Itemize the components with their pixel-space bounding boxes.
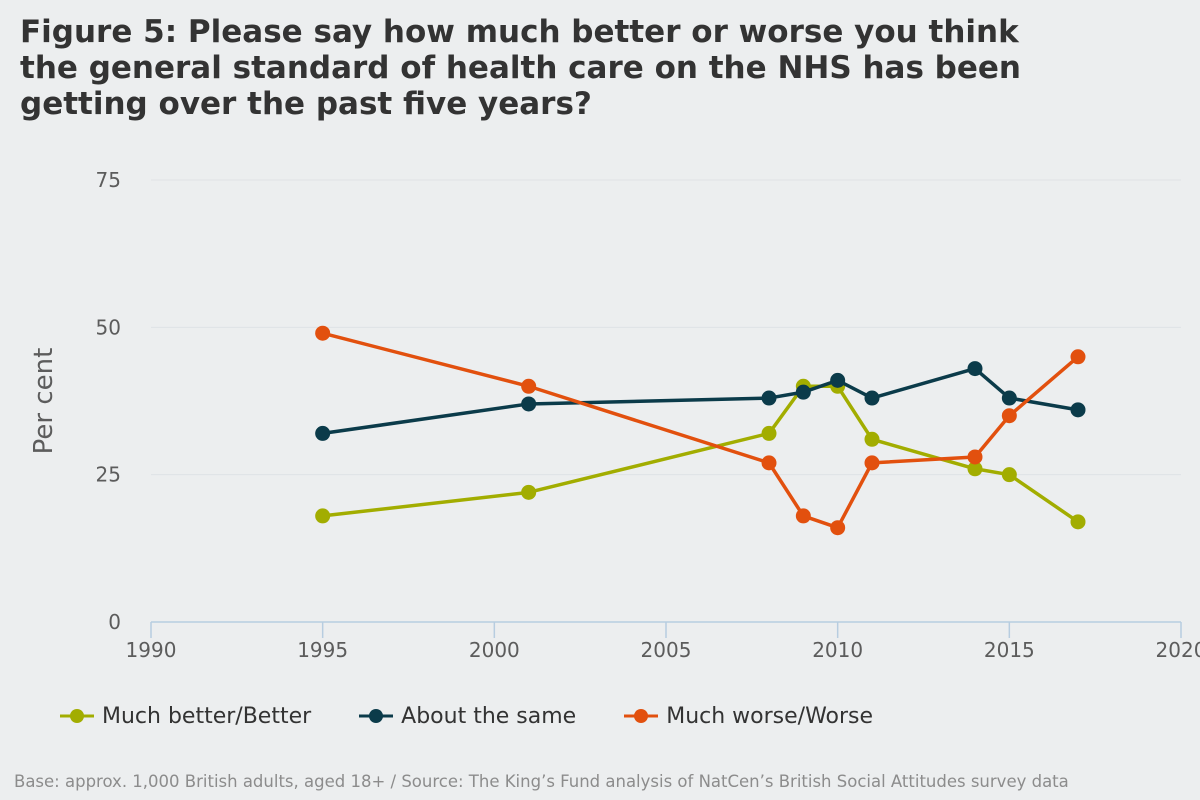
y-tick-label-75: 75 (96, 168, 121, 192)
data-point-about-the-same-1995[interactable] (315, 425, 331, 441)
x-tick-label-2020: 2020 (1156, 638, 1200, 662)
data-point-much-worse-worse-2014[interactable] (967, 449, 983, 465)
data-point-much-worse-worse-2008[interactable] (761, 455, 777, 471)
y-tick-label-25: 25 (96, 463, 121, 487)
data-point-about-the-same-2011[interactable] (864, 390, 880, 406)
data-point-much-better-better-2017[interactable] (1070, 514, 1086, 530)
data-point-much-worse-worse-2009[interactable] (795, 508, 811, 524)
chart-title-line-3: getting over the past five years? (20, 86, 592, 122)
data-point-much-worse-worse-2017[interactable] (1070, 349, 1086, 365)
source-footnote: Base: approx. 1,000 British adults, aged… (14, 772, 1069, 791)
data-point-about-the-same-2008[interactable] (761, 390, 777, 406)
x-tick-label-1995: 1995 (297, 638, 348, 662)
x-tick-label-2010: 2010 (812, 638, 863, 662)
legend-label-much-better: Much better/Better (102, 703, 312, 729)
data-point-much-better-better-1995[interactable] (315, 508, 331, 524)
y-tick-label-50: 50 (96, 315, 121, 339)
legend-marker-much-better (60, 709, 94, 723)
data-point-much-better-better-2014[interactable] (967, 461, 983, 477)
data-point-about-the-same-2015[interactable] (1001, 390, 1017, 406)
axes: 0 25 50 75 1990 1995 2000 2005 2010 2015 2020 (96, 168, 1200, 662)
series-line-much-better-better (320, 384, 1080, 524)
data-point-about-the-same-2009[interactable] (795, 384, 811, 400)
data-point-much-worse-worse-2010[interactable] (830, 520, 846, 536)
line-chart: 0 25 50 75 1990 1995 2000 2005 2010 2015 2020 Per … (29, 168, 1200, 662)
data-point-about-the-same-2017[interactable] (1070, 402, 1086, 418)
legend-label-much-worse: Much worse/Worse (666, 703, 874, 729)
legend-item-much-better[interactable]: Much better/Better (60, 704, 311, 729)
legend-item-about-the-same[interactable]: About the same (359, 704, 576, 729)
legend-label-about-the-same: About the same (401, 703, 577, 729)
legend-item-much-worse[interactable]: Much worse/Worse (624, 704, 873, 729)
series-line-much-worse-worse (320, 331, 1080, 530)
legend: Much better/Better About the same Much w… (60, 700, 921, 732)
data-point-much-worse-worse-2001[interactable] (521, 378, 537, 394)
y-axis-label: Per cent (29, 348, 59, 455)
data-point-about-the-same-2010[interactable] (830, 372, 846, 388)
x-tick-label-1990: 1990 (126, 638, 177, 662)
data-point-much-worse-worse-2015[interactable] (1001, 408, 1017, 424)
chart-title-line-2: the general standard of health care on t… (20, 50, 1021, 86)
series-much-worse-worse (315, 325, 1086, 536)
legend-marker-about-the-same (359, 709, 394, 723)
data-point-about-the-same-2014[interactable] (967, 361, 983, 377)
x-tick-label-2000: 2000 (469, 638, 520, 662)
data-point-about-the-same-2001[interactable] (521, 396, 537, 412)
series-about-the-same (315, 361, 1086, 441)
data-point-much-worse-worse-2011[interactable] (864, 455, 880, 471)
data-point-much-better-better-2015[interactable] (1001, 467, 1017, 483)
chart-title-line-1: Figure 5: Please say how much better or … (20, 14, 1019, 50)
data-point-much-better-better-2008[interactable] (761, 425, 777, 441)
series-line-about-the-same (320, 366, 1080, 436)
y-tick-label-0: 0 (108, 610, 121, 634)
chart-title: Figure 5: Please say how much better or … (20, 14, 1180, 122)
x-tick-label-2005: 2005 (641, 638, 692, 662)
series-group (315, 325, 1086, 536)
x-tick-label-2015: 2015 (984, 638, 1035, 662)
data-point-much-better-better-2001[interactable] (521, 484, 537, 500)
legend-marker-much-worse (624, 709, 659, 723)
data-point-much-worse-worse-1995[interactable] (315, 325, 331, 341)
data-point-much-better-better-2011[interactable] (864, 431, 880, 447)
